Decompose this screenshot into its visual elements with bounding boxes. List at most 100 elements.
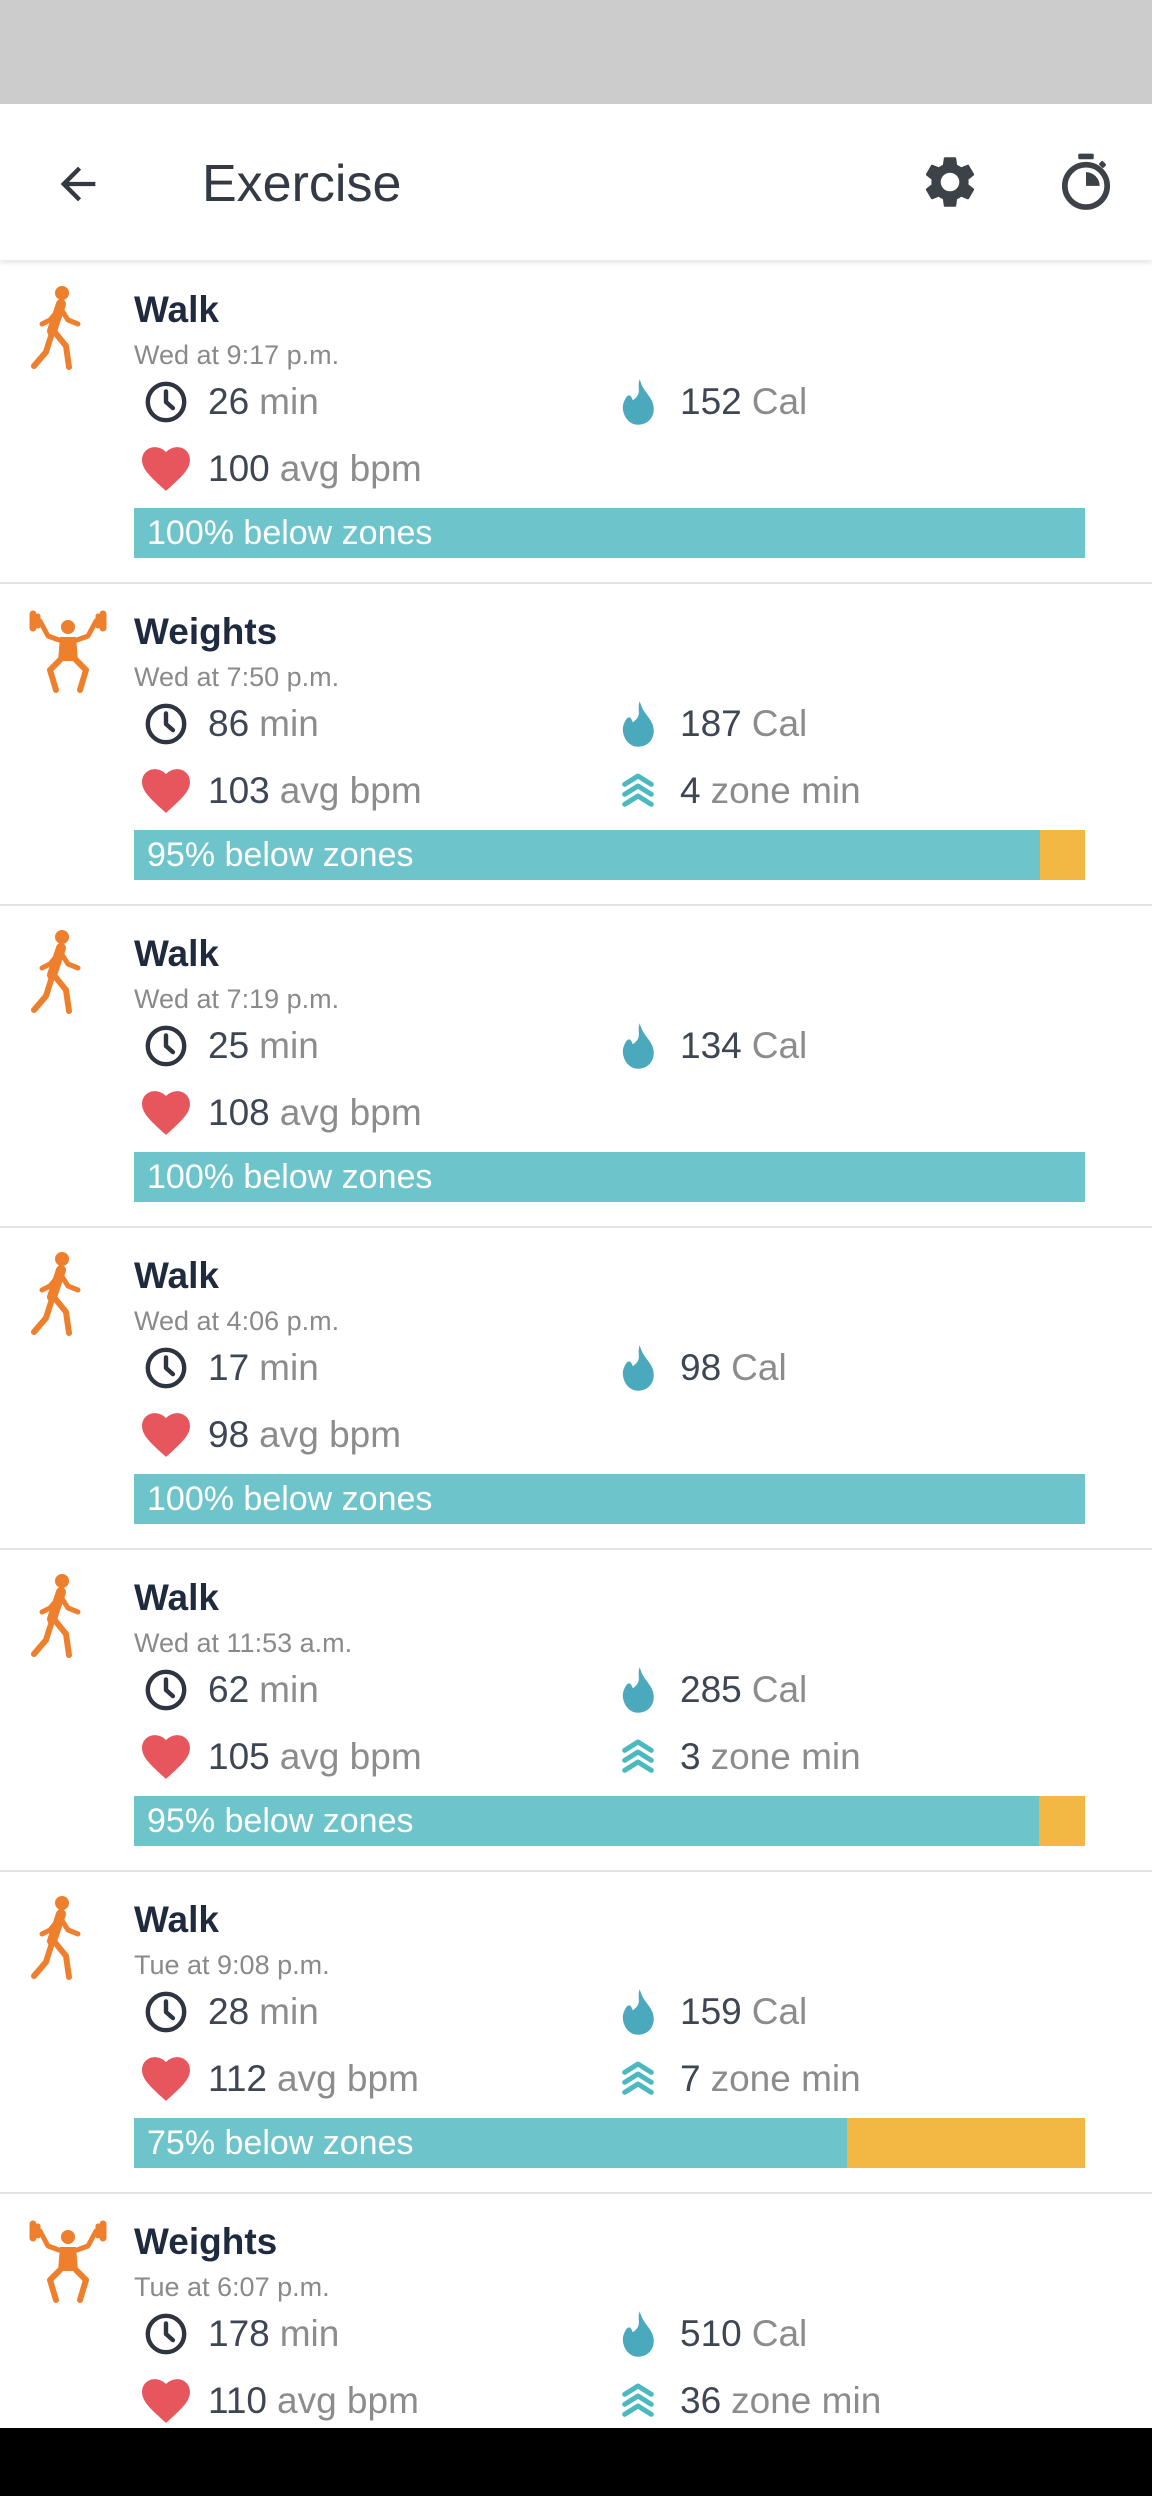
heart-icon [140, 443, 192, 495]
flame-icon [612, 1342, 664, 1394]
activity-name: Weights [134, 611, 278, 652]
exercise-entry[interactable]: Weights Tue at 6:07 p.m. 178 min 510 Cal 110 av… [0, 2194, 1152, 2428]
exercise-entry[interactable]: Walk Tue at 9:08 p.m. 28 min 159 Cal 112 avg bp… [0, 1872, 1152, 2194]
duration-stat: 178 min [140, 2308, 339, 2360]
back-button[interactable] [38, 144, 118, 224]
app-bar: Exercise [0, 104, 1152, 260]
below-zone-fill [134, 1796, 1040, 1846]
exercise-list[interactable]: Walk Wed at 9:17 p.m. 26 min 152 Cal 100 avg bp… [0, 262, 1152, 2428]
duration-value: 25 [208, 1025, 250, 1066]
heart-icon [140, 1409, 192, 1461]
heart-rate-unit: avg bpm [277, 2058, 419, 2099]
below-zone-fill [134, 1152, 1085, 1202]
heart-rate-value: 110 [208, 2380, 267, 2421]
calories-value: 159 [680, 1991, 742, 2032]
duration-value: 28 [208, 1991, 250, 2032]
walking-person-icon [26, 1250, 110, 1340]
gear-icon [925, 157, 975, 207]
system-navigation-bar [0, 2428, 1152, 2496]
calories-unit: Cal [731, 1347, 787, 1388]
duration-unit: min [259, 381, 319, 422]
duration-stat: 17 min [140, 1342, 319, 1394]
heart-icon [140, 2375, 192, 2427]
zone-summary-label: 100% below zones [147, 1158, 433, 1196]
activity-time: Tue at 6:07 p.m. [134, 2272, 330, 2302]
clock-icon [140, 1664, 192, 1716]
calories-stat: 510 Cal [612, 2308, 807, 2360]
zone-minutes-stat: 7 zone min [612, 2053, 861, 2105]
calories-value: 152 [680, 381, 742, 422]
settings-button[interactable] [910, 142, 990, 222]
walking-person-icon [26, 1894, 110, 1984]
walking-person-icon [26, 1572, 110, 1662]
heart-zone-bar: 95% below zones [134, 830, 1085, 880]
duration-value: 26 [208, 381, 250, 422]
heart-rate-stat: 110 avg bpm [140, 2375, 419, 2427]
heart-rate-unit: avg bpm [279, 448, 422, 489]
calories-value: 285 [680, 1669, 742, 1710]
zone-minutes-stat: 36 zone min [612, 2375, 881, 2427]
flame-icon [612, 376, 664, 428]
calories-value: 98 [680, 1347, 722, 1388]
status-bar [0, 0, 1152, 104]
duration-stat: 28 min [140, 1986, 319, 2038]
heart-icon [140, 1087, 192, 1139]
activity-time: Wed at 7:50 p.m. [134, 662, 340, 692]
stopwatch-button[interactable] [1046, 142, 1126, 222]
duration-unit: min [259, 1669, 319, 1710]
heart-zone-bar: 75% below zones [134, 2118, 1085, 2168]
walking-person-icon [26, 928, 110, 1018]
below-zone-fill [134, 508, 1085, 558]
exercise-entry[interactable]: Walk Wed at 7:19 p.m. 25 min 134 Cal 108 avg bp… [0, 906, 1152, 1228]
heart-rate-unit: avg bpm [259, 1414, 402, 1455]
heart-rate-unit: avg bpm [279, 770, 422, 811]
calories-value: 187 [680, 703, 742, 744]
clock-icon [140, 376, 192, 428]
activity-name: Walk [134, 933, 219, 974]
below-zone-fill [134, 2118, 848, 2168]
clock-icon [140, 1986, 192, 2038]
heart-rate-value: 108 [208, 1092, 270, 1133]
exercise-entry[interactable]: Weights Wed at 7:50 p.m. 86 min 187 Cal 103 avg… [0, 584, 1152, 906]
clock-icon [140, 698, 192, 750]
flame-icon [612, 1986, 664, 2038]
calories-stat: 285 Cal [612, 1664, 807, 1716]
zone-summary-label: 100% below zones [147, 514, 433, 552]
zone-minutes-unit: zone min [710, 2058, 861, 2099]
calories-unit: Cal [751, 381, 808, 422]
heart-rate-value: 105 [208, 1736, 270, 1777]
heart-zone-bar: 100% below zones [134, 508, 1085, 558]
heart-icon [140, 2053, 192, 2105]
activity-name: Weights [134, 2221, 278, 2262]
clock-icon [140, 2308, 192, 2360]
exercise-entry[interactable]: Walk Wed at 4:06 p.m. 17 min 98 Cal 98 avg bpm 1… [0, 1228, 1152, 1550]
duration-value: 178 [208, 2313, 270, 2354]
calories-stat: 187 Cal [612, 698, 807, 750]
heart-rate-unit: avg bpm [279, 1736, 422, 1777]
duration-unit: min [279, 2313, 340, 2354]
duration-unit: min [259, 703, 319, 744]
zone-minutes-unit: zone min [731, 2380, 882, 2421]
calories-unit: Cal [751, 1991, 808, 2032]
zone-summary-label: 95% below zones [147, 1802, 414, 1840]
zone-minutes-unit: zone min [710, 1736, 861, 1777]
calories-stat: 98 Cal [612, 1342, 787, 1394]
zone-minutes-value: 3 [680, 1736, 701, 1777]
heart-zone-bar: 95% below zones [134, 1796, 1085, 1846]
activity-name: Walk [134, 1577, 219, 1618]
heart-icon [140, 1731, 192, 1783]
heart-rate-value: 98 [208, 1414, 250, 1455]
zone-chevrons-icon [612, 2053, 664, 2105]
duration-value: 62 [208, 1669, 250, 1710]
activity-time: Wed at 11:53 a.m. [134, 1628, 353, 1658]
heart-rate-stat: 103 avg bpm [140, 765, 422, 817]
calories-stat: 134 Cal [612, 1020, 807, 1072]
exercise-entry[interactable]: Walk Wed at 11:53 a.m. 62 min 285 Cal 105 avg b… [0, 1550, 1152, 1872]
heart-rate-stat: 100 avg bpm [140, 443, 422, 495]
exercise-entry[interactable]: Walk Wed at 9:17 p.m. 26 min 152 Cal 100 avg bp… [0, 262, 1152, 584]
duration-stat: 86 min [140, 698, 319, 750]
zone-summary-label: 75% below zones [147, 2124, 414, 2162]
zone-minutes-unit: zone min [710, 770, 861, 811]
zone-chevrons-icon [612, 2375, 664, 2427]
duration-unit: min [259, 1347, 319, 1388]
